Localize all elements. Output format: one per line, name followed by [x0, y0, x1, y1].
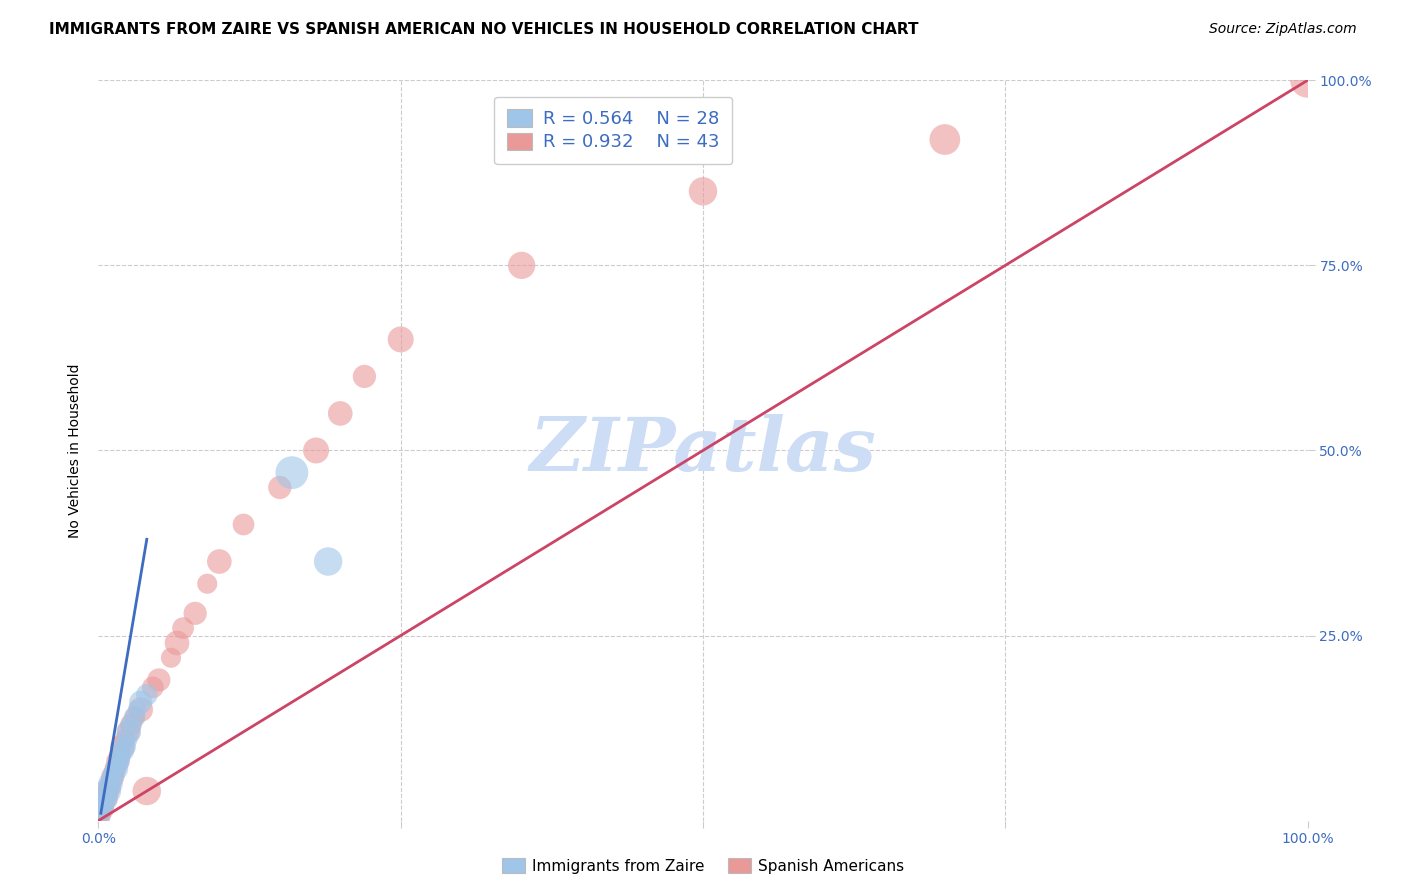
Point	[692, 184, 714, 198]
Point	[353, 369, 375, 384]
Legend: R = 0.564    N = 28, R = 0.932    N = 43: R = 0.564 N = 28, R = 0.932 N = 43	[495, 96, 733, 164]
Point	[142, 681, 165, 695]
Point	[93, 795, 115, 809]
Point	[103, 765, 125, 780]
Point	[108, 755, 131, 769]
Point	[160, 650, 183, 665]
Point	[96, 791, 118, 805]
Text: IMMIGRANTS FROM ZAIRE VS SPANISH AMERICAN NO VEHICLES IN HOUSEHOLD CORRELATION C: IMMIGRANTS FROM ZAIRE VS SPANISH AMERICA…	[49, 22, 918, 37]
Point	[232, 517, 254, 532]
Point	[108, 747, 131, 761]
Point	[208, 555, 231, 569]
Point	[107, 758, 129, 772]
Point	[94, 791, 117, 805]
Y-axis label: No Vehicles in Household: No Vehicles in Household	[69, 363, 83, 538]
Point	[90, 806, 112, 821]
Point	[148, 673, 170, 687]
Point	[100, 776, 122, 791]
Point	[281, 466, 304, 480]
Point	[107, 755, 129, 769]
Point	[108, 750, 131, 764]
Point	[129, 695, 152, 709]
Point	[135, 784, 157, 798]
Point	[195, 576, 218, 591]
Point	[389, 332, 412, 346]
Text: ZIPatlas: ZIPatlas	[530, 414, 876, 487]
Point	[89, 810, 111, 824]
Point	[97, 784, 120, 798]
Point	[111, 739, 134, 754]
Point	[129, 703, 152, 717]
Point	[91, 803, 114, 817]
Point	[114, 739, 136, 754]
Point	[105, 758, 128, 772]
Point	[1296, 73, 1319, 87]
Point	[329, 407, 352, 421]
Point	[100, 772, 122, 787]
Point	[934, 132, 956, 146]
Point	[100, 772, 122, 787]
Point	[124, 710, 146, 724]
Point	[111, 743, 134, 757]
Point	[93, 795, 115, 809]
Point	[184, 607, 207, 621]
Legend: Immigrants from Zaire, Spanish Americans: Immigrants from Zaire, Spanish Americans	[495, 852, 911, 880]
Point	[120, 717, 142, 731]
Point	[510, 259, 533, 273]
Point	[305, 443, 328, 458]
Point	[316, 555, 339, 569]
Point	[97, 784, 120, 798]
Point	[91, 803, 114, 817]
Point	[96, 788, 118, 802]
Point	[117, 732, 139, 747]
Point	[98, 780, 121, 795]
Point	[135, 688, 157, 702]
Point	[269, 480, 291, 494]
Point	[101, 769, 124, 783]
Point	[108, 750, 131, 764]
Point	[120, 717, 142, 731]
Point	[114, 732, 136, 747]
Text: Source: ZipAtlas.com: Source: ZipAtlas.com	[1209, 22, 1357, 37]
Point	[103, 765, 125, 780]
Point	[105, 762, 128, 776]
Point	[110, 747, 132, 761]
Point	[90, 806, 112, 821]
Point	[91, 798, 114, 813]
Point	[127, 703, 149, 717]
Point	[104, 762, 127, 776]
Point	[118, 724, 141, 739]
Point	[118, 724, 141, 739]
Point	[172, 621, 194, 635]
Point	[101, 769, 124, 783]
Point	[91, 798, 114, 813]
Point	[166, 636, 188, 650]
Point	[94, 791, 117, 805]
Point	[124, 710, 146, 724]
Point	[100, 776, 122, 791]
Point	[98, 780, 121, 795]
